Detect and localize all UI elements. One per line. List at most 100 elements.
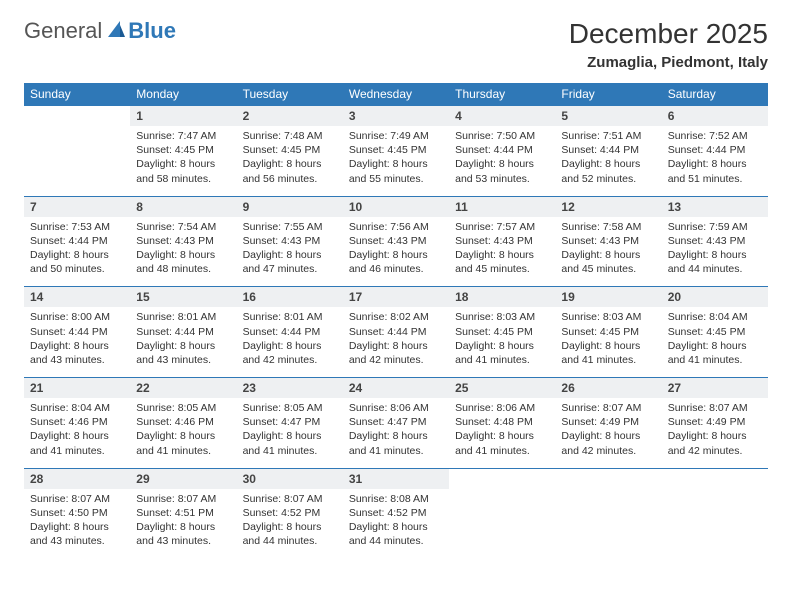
daylight-text: Daylight: 8 hours and 41 minutes.	[561, 339, 655, 367]
day-number: 30	[237, 468, 343, 489]
sunrise-text: Sunrise: 7:57 AM	[455, 220, 549, 234]
sunset-text: Sunset: 4:45 PM	[455, 325, 549, 339]
day-number: 24	[343, 378, 449, 399]
day-number	[449, 468, 555, 489]
day-number: 23	[237, 378, 343, 399]
daylight-text: Daylight: 8 hours and 43 minutes.	[136, 339, 230, 367]
daylight-text: Daylight: 8 hours and 58 minutes.	[136, 157, 230, 185]
sunrise-text: Sunrise: 8:04 AM	[30, 401, 124, 415]
day-cell: Sunrise: 7:51 AMSunset: 4:44 PMDaylight:…	[555, 126, 661, 196]
daylight-text: Daylight: 8 hours and 52 minutes.	[561, 157, 655, 185]
sunset-text: Sunset: 4:45 PM	[349, 143, 443, 157]
sunrise-text: Sunrise: 7:59 AM	[668, 220, 762, 234]
detail-row: Sunrise: 8:07 AMSunset: 4:50 PMDaylight:…	[24, 489, 768, 559]
day-cell: Sunrise: 7:56 AMSunset: 4:43 PMDaylight:…	[343, 217, 449, 287]
daylight-text: Daylight: 8 hours and 42 minutes.	[561, 429, 655, 457]
sunset-text: Sunset: 4:50 PM	[30, 506, 124, 520]
daylight-text: Daylight: 8 hours and 41 minutes.	[243, 429, 337, 457]
sunrise-text: Sunrise: 8:00 AM	[30, 310, 124, 324]
daylight-text: Daylight: 8 hours and 44 minutes.	[243, 520, 337, 548]
day-header: Friday	[555, 83, 661, 106]
sunset-text: Sunset: 4:48 PM	[455, 415, 549, 429]
daylight-text: Daylight: 8 hours and 43 minutes.	[30, 339, 124, 367]
sunset-text: Sunset: 4:43 PM	[561, 234, 655, 248]
sunrise-text: Sunrise: 8:07 AM	[136, 492, 230, 506]
day-number: 16	[237, 287, 343, 308]
detail-row: Sunrise: 8:00 AM Sunset: 4:44 PM Daylight:…	[24, 307, 768, 377]
day-number: 20	[662, 287, 768, 308]
sunrise-text: Sunrise: 8:03 AM	[455, 310, 549, 324]
day-cell: Sunrise: 7:49 AMSunset: 4:45 PMDaylight:…	[343, 126, 449, 196]
day-number: 14	[24, 287, 130, 308]
day-number: 10	[343, 196, 449, 217]
day-number: 15	[130, 287, 236, 308]
sunset-text: Sunset: 4:45 PM	[561, 325, 655, 339]
day-cell: Sunrise: 8:02 AMSunset: 4:44 PMDaylight:…	[343, 307, 449, 377]
sunrise-text: Sunrise: 7:56 AM	[349, 220, 443, 234]
daylight-text: Daylight: 8 hours and 41 minutes.	[136, 429, 230, 457]
sunrise-text: Sunrise: 8:01 AM	[136, 310, 230, 324]
day-number: 12	[555, 196, 661, 217]
day-cell: Sunrise: 7:55 AMSunset: 4:43 PMDaylight:…	[237, 217, 343, 287]
day-cell: Sunrise: 7:57 AMSunset: 4:43 PMDaylight:…	[449, 217, 555, 287]
day-header: Wednesday	[343, 83, 449, 106]
daylight-text: Daylight: 8 hours and 48 minutes.	[136, 248, 230, 276]
sunset-text: Sunset: 4:46 PM	[136, 415, 230, 429]
day-number: 17	[343, 287, 449, 308]
sunrise-text: Sunrise: 8:07 AM	[30, 492, 124, 506]
sunrise-text: Sunrise: 8:01 AM	[243, 310, 337, 324]
sunrise-text: Sunrise: 7:48 AM	[243, 129, 337, 143]
sunrise-text: Sunrise: 7:52 AM	[668, 129, 762, 143]
sunset-text: Sunset: 4:43 PM	[455, 234, 549, 248]
day-header: Monday	[130, 83, 236, 106]
day-cell: Sunrise: 8:04 AMSunset: 4:45 PMDaylight:…	[662, 307, 768, 377]
daylight-text: Daylight: 8 hours and 44 minutes.	[349, 520, 443, 548]
sunrise-text: Sunrise: 8:02 AM	[349, 310, 443, 324]
sunset-text: Sunset: 4:52 PM	[349, 506, 443, 520]
sunrise-text: Sunrise: 8:04 AM	[668, 310, 762, 324]
day-number: 6	[662, 106, 768, 127]
day-cell: Sunrise: 8:07 AMSunset: 4:51 PMDaylight:…	[130, 489, 236, 559]
daylight-text: Daylight: 8 hours and 42 minutes.	[668, 429, 762, 457]
daylight-text: Daylight: 8 hours and 46 minutes.	[349, 248, 443, 276]
sunset-text: Sunset: 4:44 PM	[349, 325, 443, 339]
sunrise-text: Sunrise: 7:51 AM	[561, 129, 655, 143]
sunrise-text: Sunrise: 8:07 AM	[243, 492, 337, 506]
day-cell	[24, 126, 130, 196]
sunrise-text: Sunrise: 7:50 AM	[455, 129, 549, 143]
location-text: Zumaglia, Piedmont, Italy	[569, 54, 768, 71]
day-cell: Sunrise: 8:05 AMSunset: 4:47 PMDaylight:…	[237, 398, 343, 468]
day-cell: Sunrise: 8:07 AMSunset: 4:49 PMDaylight:…	[662, 398, 768, 468]
day-cell: Sunrise: 8:05 AMSunset: 4:46 PMDaylight:…	[130, 398, 236, 468]
day-cell: Sunrise: 8:04 AMSunset: 4:46 PMDaylight:…	[24, 398, 130, 468]
sunset-text: Sunset: 4:44 PM	[243, 325, 337, 339]
daylight-text: Daylight: 8 hours and 41 minutes.	[668, 339, 762, 367]
daylight-text: Daylight: 8 hours and 51 minutes.	[668, 157, 762, 185]
sunrise-text: Sunrise: 8:07 AM	[668, 401, 762, 415]
day-number: 19	[555, 287, 661, 308]
sunrise-text: Sunrise: 7:53 AM	[30, 220, 124, 234]
detail-row: Sunrise: 7:53 AMSunset: 4:44 PMDaylight:…	[24, 217, 768, 287]
daylight-text: Daylight: 8 hours and 41 minutes.	[349, 429, 443, 457]
day-number: 22	[130, 378, 236, 399]
calendar-table: SundayMondayTuesdayWednesdayThursdayFrid…	[24, 83, 768, 558]
sunrise-text: Sunrise: 7:49 AM	[349, 129, 443, 143]
day-cell: Sunrise: 8:07 AMSunset: 4:49 PMDaylight:…	[555, 398, 661, 468]
sunset-text: Sunset: 4:52 PM	[243, 506, 337, 520]
sunset-text: Sunset: 4:45 PM	[136, 143, 230, 157]
daylight-text: Daylight: 8 hours and 45 minutes.	[455, 248, 549, 276]
day-number	[555, 468, 661, 489]
sunset-text: Sunset: 4:46 PM	[30, 415, 124, 429]
day-cell: Sunrise: 8:03 AMSunset: 4:45 PMDaylight:…	[449, 307, 555, 377]
sunset-text: Sunset: 4:43 PM	[243, 234, 337, 248]
detail-row: Sunrise: 7:47 AMSunset: 4:45 PMDaylight:…	[24, 126, 768, 196]
sunset-text: Sunset: 4:43 PM	[668, 234, 762, 248]
sunset-text: Sunset: 4:44 PM	[455, 143, 549, 157]
sunrise-text: Sunrise: 8:05 AM	[243, 401, 337, 415]
daylight-text: Daylight: 8 hours and 53 minutes.	[455, 157, 549, 185]
day-number: 5	[555, 106, 661, 127]
day-cell: Sunrise: 8:07 AMSunset: 4:52 PMDaylight:…	[237, 489, 343, 559]
day-cell	[662, 489, 768, 559]
daynum-row: 28293031	[24, 468, 768, 489]
sunset-text: Sunset: 4:51 PM	[136, 506, 230, 520]
